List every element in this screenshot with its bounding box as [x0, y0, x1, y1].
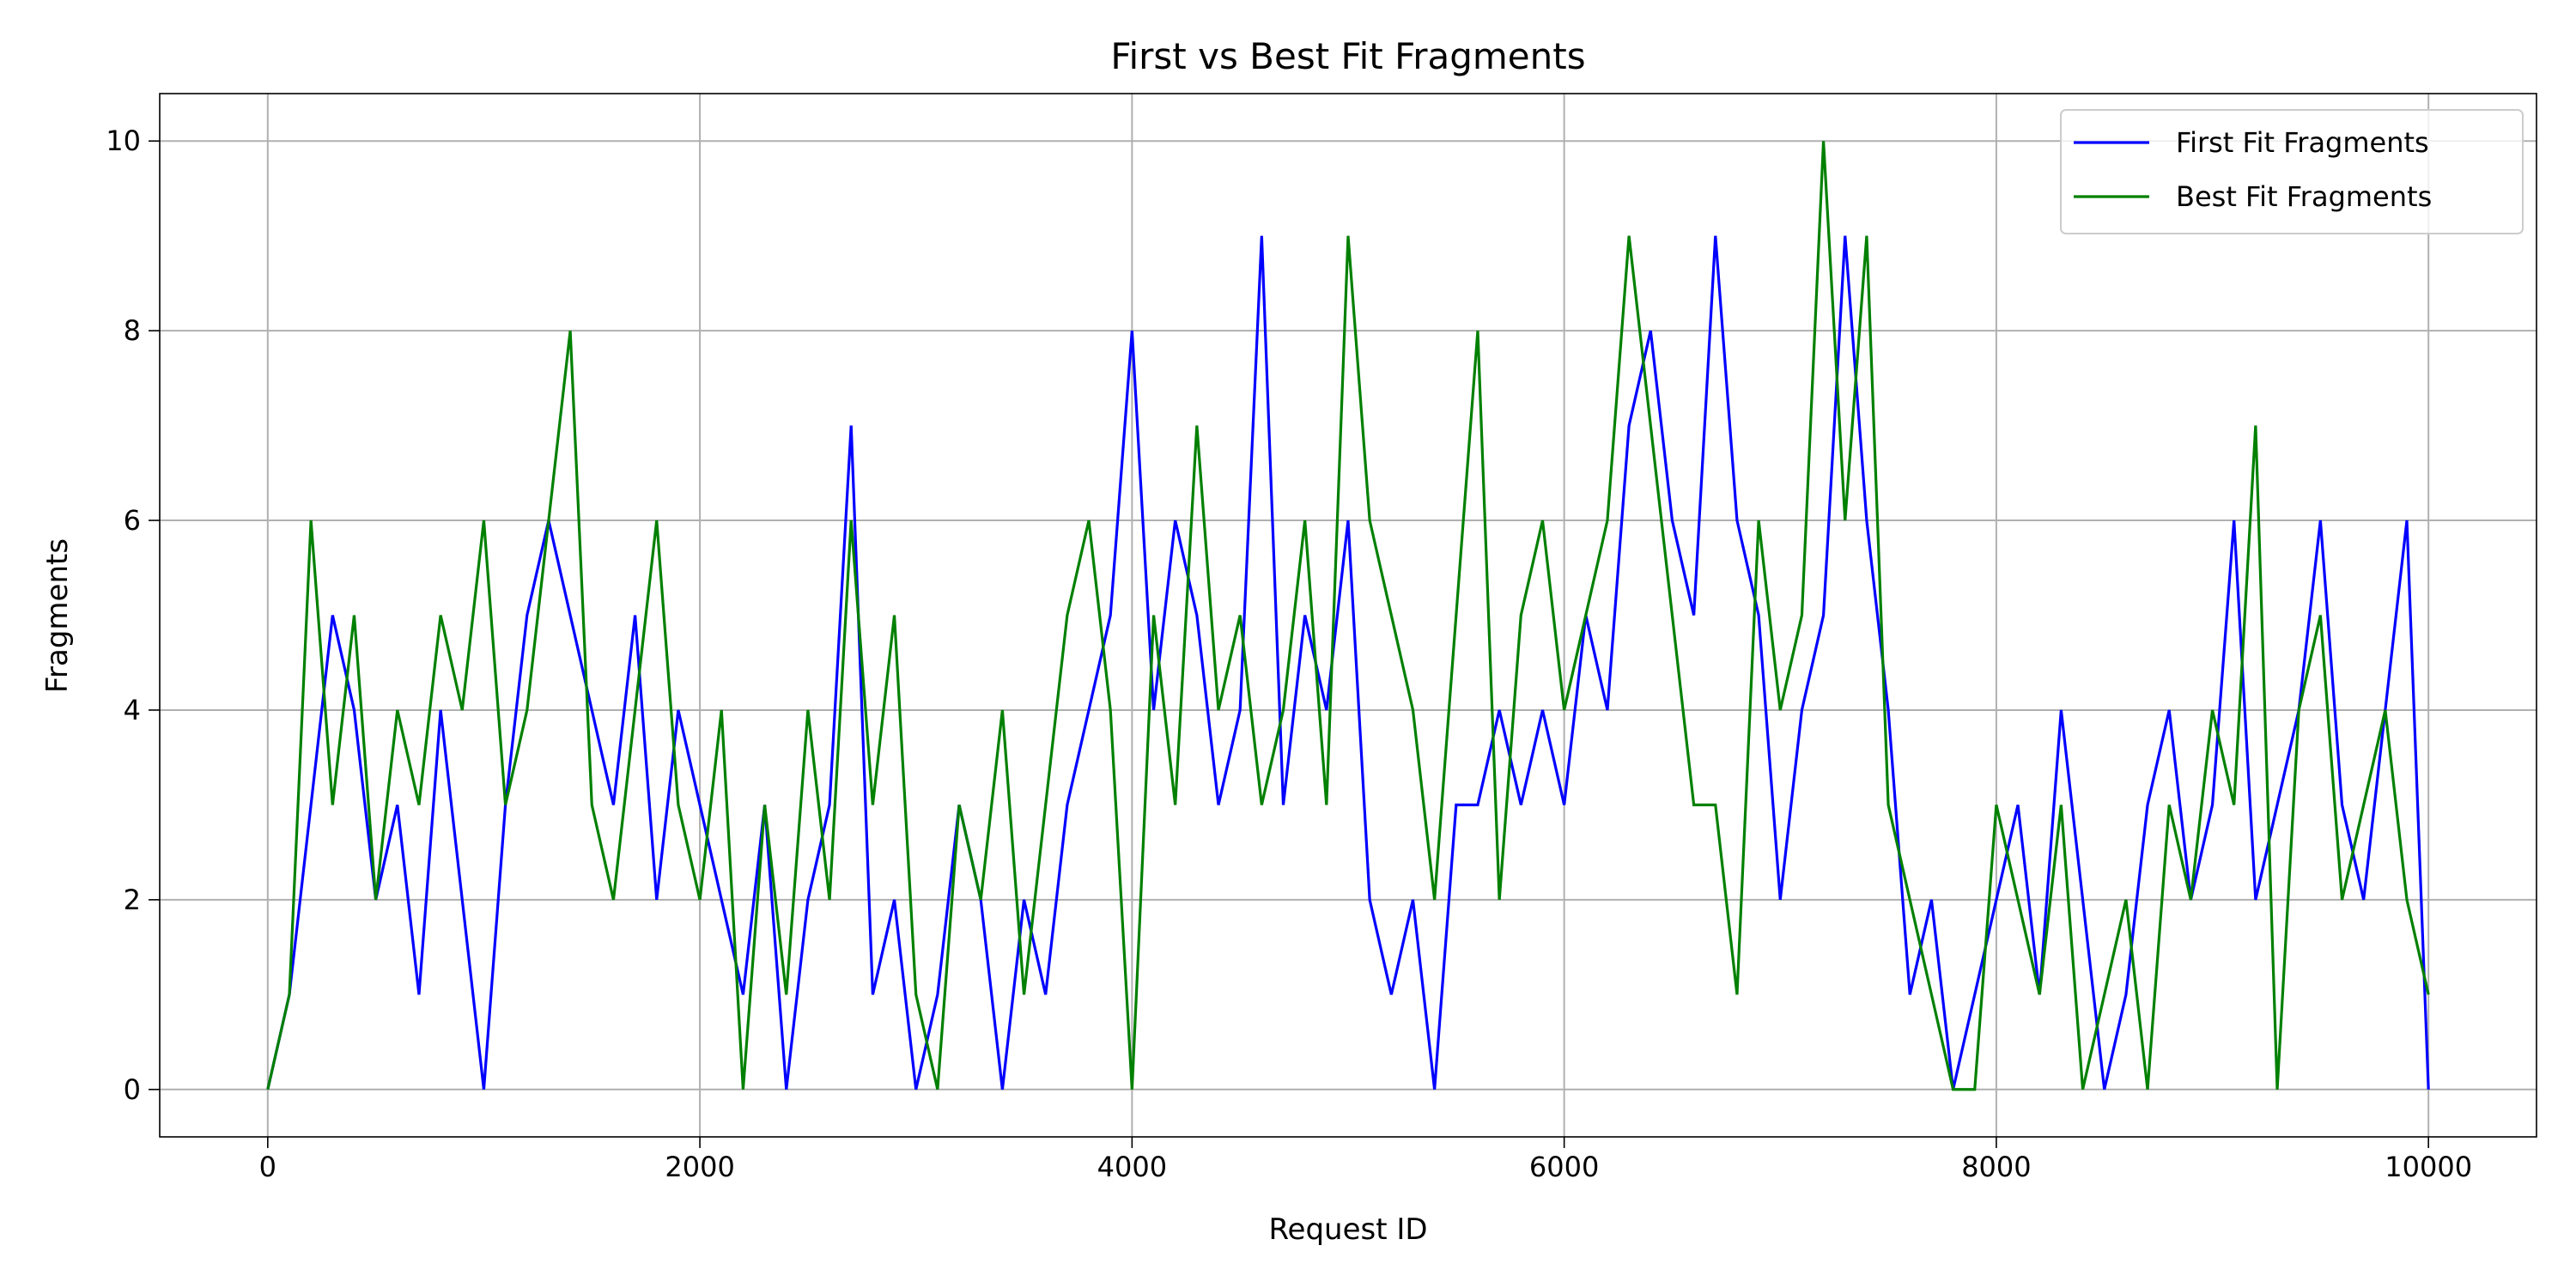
y-tick-label: 6	[124, 504, 141, 537]
chart-title: First vs Best Fit Fragments	[1110, 35, 1585, 77]
y-tick-label: 0	[124, 1073, 141, 1106]
y-axis-label: Fragments	[40, 538, 75, 693]
y-tick-label: 2	[124, 884, 141, 916]
legend-label: First Fit Fragments	[2176, 126, 2429, 159]
x-tick-label: 0	[259, 1151, 276, 1183]
legend: First Fit Fragments Best Fit Fragments	[2060, 109, 2524, 234]
y-tick-label: 4	[124, 694, 141, 726]
grid	[160, 94, 2537, 1137]
x-tick-label: 8000	[1961, 1151, 2031, 1183]
axes-frame	[159, 93, 2537, 1138]
x-tick-label: 2000	[665, 1151, 734, 1183]
x-tick-label: 6000	[1529, 1151, 1599, 1183]
x-tick-label: 4000	[1097, 1151, 1167, 1183]
x-tick-label: 10000	[2385, 1151, 2472, 1183]
legend-label: Best Fit Fragments	[2176, 180, 2432, 213]
y-tick-label: 8	[124, 314, 141, 347]
y-tick-label: 10	[106, 125, 141, 157]
data-line	[266, 141, 2430, 1091]
legend-box	[2060, 109, 2524, 234]
x-axis-label: Request ID	[1268, 1212, 1427, 1247]
data-line	[266, 235, 2430, 1091]
